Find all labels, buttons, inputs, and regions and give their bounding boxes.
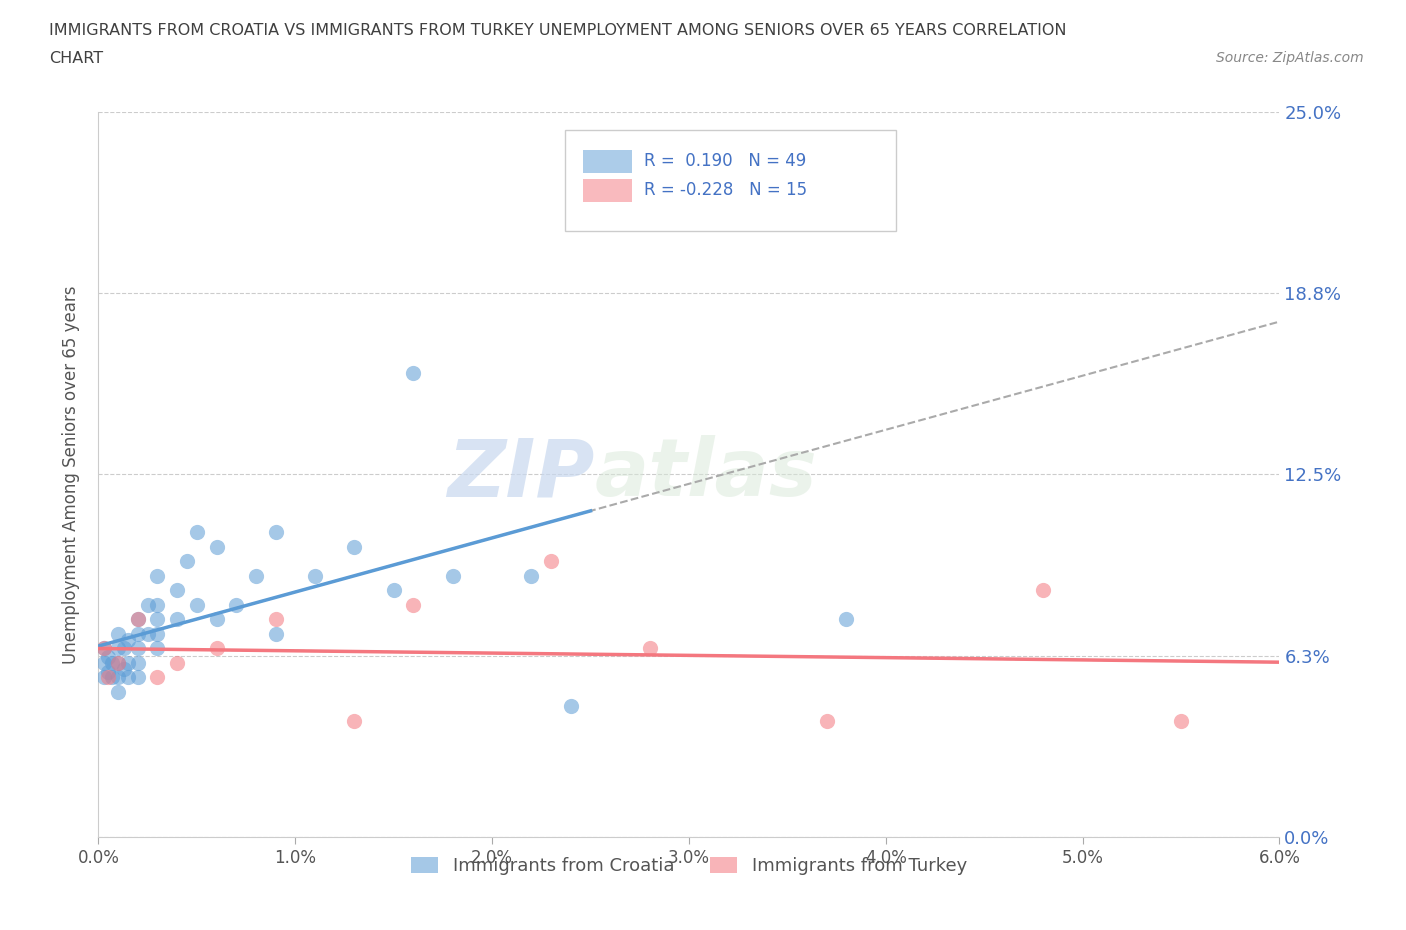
Point: [304, 568, 326, 583]
Point: [540, 554, 562, 569]
Text: Source: ZipAtlas.com: Source: ZipAtlas.com: [1216, 51, 1364, 65]
Point: [117, 670, 139, 684]
Point: [93, 670, 115, 684]
Point: [146, 670, 169, 684]
Point: [136, 627, 159, 642]
Point: [264, 627, 287, 642]
Point: [835, 612, 858, 627]
Point: [101, 670, 124, 684]
Point: [112, 661, 135, 676]
Point: [107, 656, 129, 671]
FancyBboxPatch shape: [565, 130, 896, 232]
Text: atlas: atlas: [595, 435, 817, 513]
Point: [638, 641, 661, 656]
Text: CHART: CHART: [49, 51, 103, 66]
FancyBboxPatch shape: [582, 150, 633, 173]
Text: IMMIGRANTS FROM CROATIA VS IMMIGRANTS FROM TURKEY UNEMPLOYMENT AMONG SENIORS OVE: IMMIGRANTS FROM CROATIA VS IMMIGRANTS FR…: [49, 23, 1067, 38]
Point: [146, 597, 169, 612]
Point: [264, 525, 287, 539]
Point: [97, 670, 120, 684]
Point: [402, 365, 425, 380]
Point: [520, 568, 543, 583]
Point: [112, 641, 135, 656]
Point: [441, 568, 464, 583]
Point: [186, 597, 208, 612]
Point: [101, 656, 124, 671]
Point: [343, 713, 366, 728]
Point: [343, 539, 366, 554]
Point: [93, 641, 115, 656]
Point: [117, 632, 139, 647]
Y-axis label: Unemployment Among Seniors over 65 years: Unemployment Among Seniors over 65 years: [62, 286, 80, 663]
Point: [382, 583, 405, 598]
Point: [127, 641, 149, 656]
Point: [815, 713, 838, 728]
Point: [1170, 713, 1192, 728]
Point: [166, 612, 188, 627]
Point: [127, 627, 149, 642]
Point: [205, 539, 228, 554]
Point: [264, 612, 287, 627]
Point: [107, 627, 129, 642]
Point: [402, 597, 425, 612]
Point: [245, 568, 267, 583]
Point: [127, 656, 149, 671]
Point: [93, 641, 115, 656]
Point: [146, 612, 169, 627]
Text: R = -0.228   N = 15: R = -0.228 N = 15: [644, 181, 807, 199]
Point: [107, 656, 129, 671]
Text: ZIP: ZIP: [447, 435, 595, 513]
Point: [146, 568, 169, 583]
Point: [205, 641, 228, 656]
Point: [1032, 583, 1054, 598]
FancyBboxPatch shape: [582, 179, 633, 203]
Point: [560, 699, 582, 714]
Point: [186, 525, 208, 539]
Point: [93, 656, 115, 671]
Point: [146, 641, 169, 656]
Point: [166, 656, 188, 671]
Point: [97, 664, 120, 679]
Point: [127, 612, 149, 627]
Point: [166, 583, 188, 598]
Point: [127, 612, 149, 627]
Point: [205, 612, 228, 627]
Point: [107, 641, 129, 656]
Text: R =  0.190   N = 49: R = 0.190 N = 49: [644, 152, 806, 170]
Point: [97, 650, 120, 665]
Point: [127, 670, 149, 684]
Point: [107, 670, 129, 684]
Point: [225, 597, 247, 612]
Point: [176, 554, 198, 569]
Point: [136, 597, 159, 612]
Point: [117, 656, 139, 671]
Point: [697, 206, 720, 220]
Point: [107, 684, 129, 699]
Point: [146, 627, 169, 642]
Legend: Immigrants from Croatia, Immigrants from Turkey: Immigrants from Croatia, Immigrants from…: [404, 850, 974, 883]
